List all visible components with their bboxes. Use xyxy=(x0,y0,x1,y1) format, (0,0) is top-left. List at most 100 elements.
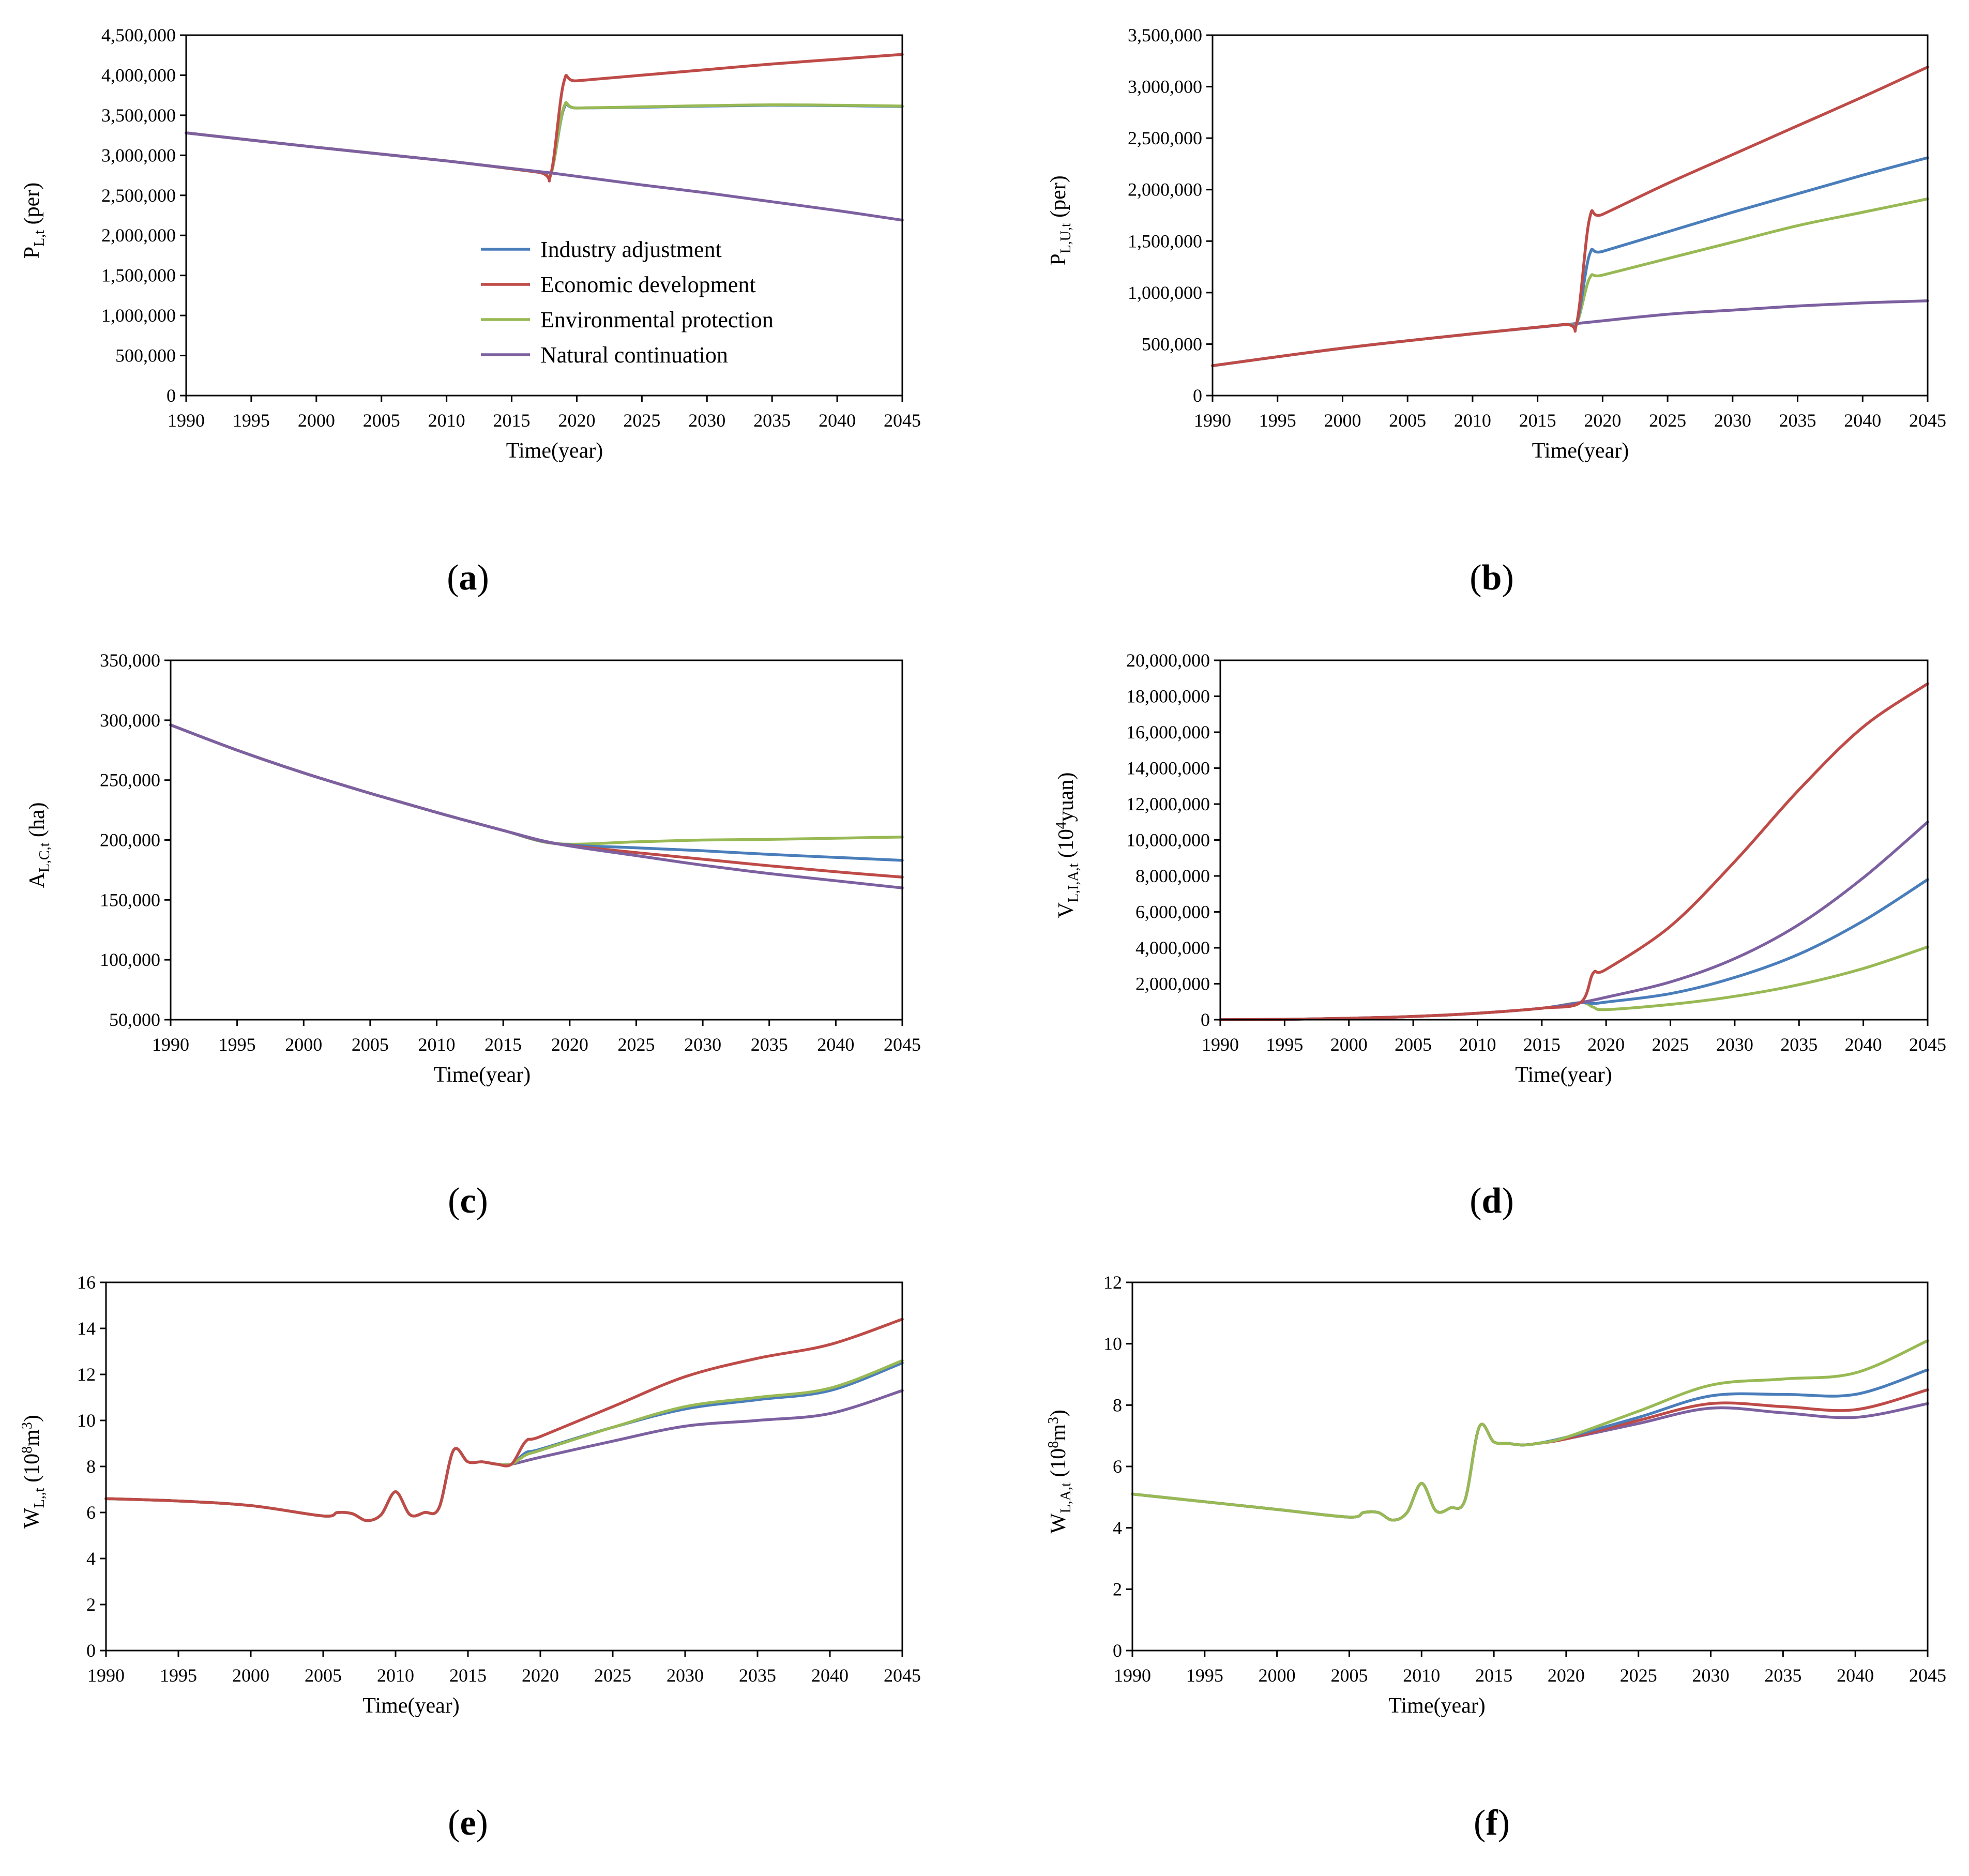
series-group xyxy=(169,723,904,889)
y-tick-label: 16 xyxy=(77,1272,96,1293)
x-tick-label: 2015 xyxy=(484,1034,522,1055)
y-tick-label: 4 xyxy=(1113,1518,1122,1538)
y-axis-label: VL,I,A,t (104yuan) xyxy=(1053,773,1082,918)
x-tick-label: 1995 xyxy=(233,410,270,431)
series-line-natural-continuation xyxy=(1131,1402,1929,1522)
series-line-industry-adjustment xyxy=(104,1361,904,1522)
y-tick-label: 12 xyxy=(1103,1272,1122,1293)
series-group xyxy=(104,1318,904,1522)
x-axis-label: Time(year) xyxy=(1515,1063,1612,1087)
series-line-economic-development xyxy=(185,53,904,183)
legend-label: Economic development xyxy=(540,272,756,297)
y-tick-label: 2 xyxy=(86,1594,96,1615)
y-tick-label: 6 xyxy=(1113,1456,1122,1477)
x-tick-label: 2015 xyxy=(449,1665,487,1686)
series-line-natural-continuation xyxy=(1219,821,1929,1021)
x-tick-label: 2015 xyxy=(1523,1034,1561,1055)
plot-frame xyxy=(1211,34,1929,397)
x-tick-label: 2025 xyxy=(594,1665,631,1686)
legend: Industry adjustment Economic development E… xyxy=(481,237,774,368)
x-tick-label: 2035 xyxy=(753,410,791,431)
x-tick-label: 1995 xyxy=(219,1034,256,1055)
panel-label: (d) xyxy=(1470,1181,1514,1221)
x-tick-label: 1995 xyxy=(1186,1665,1223,1686)
x-tick-label: 2045 xyxy=(884,410,921,431)
x-tick-label: 2040 xyxy=(1844,410,1881,431)
y-tick-label: 3,000,000 xyxy=(101,145,176,165)
panel-label: (c) xyxy=(448,1181,488,1221)
x-tick-label: 2000 xyxy=(1324,410,1361,431)
series-line-industry-adjustment xyxy=(185,102,904,181)
x-tick-label: 2010 xyxy=(428,410,465,431)
series-line-environmental-protection xyxy=(104,1359,904,1522)
panel-label: (f) xyxy=(1474,1803,1510,1843)
y-tick-label: 0 xyxy=(1193,385,1202,406)
y-tick-label: 2,000,000 xyxy=(1135,974,1210,994)
series-line-economic-development xyxy=(104,1318,904,1522)
x-tick-label: 2000 xyxy=(232,1665,269,1686)
x-tick-label: 2015 xyxy=(1519,410,1556,431)
y-tick-label: 1,500,000 xyxy=(101,265,176,286)
plot-frame xyxy=(1131,1281,1929,1652)
series-line-environmental-protection xyxy=(1131,1339,1929,1522)
x-tick-label: 2040 xyxy=(811,1665,849,1686)
x-tick-label: 2010 xyxy=(1454,410,1491,431)
x-tick-label: 2005 xyxy=(1330,1665,1368,1686)
y-tick-label: 16,000,000 xyxy=(1126,722,1210,743)
x-tick-label: 2040 xyxy=(1845,1034,1882,1055)
chart-panel-a: 0 500,000 1,000,000 1,500,000 2,000,000 2,500… xyxy=(20,25,921,598)
x-tick-label: 1990 xyxy=(87,1665,125,1686)
x-tick-label: 2020 xyxy=(1584,410,1621,431)
x-axis-label: Time(year) xyxy=(1532,439,1629,463)
y-tick-label: 10 xyxy=(77,1410,96,1431)
x-tick-label: 2035 xyxy=(1780,1034,1817,1055)
x-tick-label: 2025 xyxy=(1620,1665,1657,1686)
x-tick-label: 2020 xyxy=(1548,1665,1585,1686)
x-tick-label: 1995 xyxy=(1266,1034,1303,1055)
y-tick-label: 8 xyxy=(86,1456,96,1477)
y-tick-label: 1,000,000 xyxy=(1128,282,1202,303)
y-axis-label: WL,A,t (108m3) xyxy=(1046,1410,1074,1534)
y-tick-label: 350,000 xyxy=(100,650,160,671)
series-group xyxy=(1211,65,1929,367)
y-tick-label: 10 xyxy=(1103,1334,1122,1354)
panel-label: (e) xyxy=(448,1803,488,1843)
y-tick-label: 0 xyxy=(1201,1009,1210,1030)
x-tick-label: 2030 xyxy=(667,1665,704,1686)
x-tick-label: 1990 xyxy=(1202,1034,1239,1055)
y-tick-label: 1,000,000 xyxy=(101,305,176,326)
y-tick-label: 2,000,000 xyxy=(1128,179,1202,200)
y-tick-label: 500,000 xyxy=(115,345,176,366)
y-tick-label: 0 xyxy=(1113,1640,1122,1661)
y-tick-label: 18,000,000 xyxy=(1126,686,1210,707)
x-tick-label: 2030 xyxy=(1692,1665,1730,1686)
y-tick-label: 500,000 xyxy=(1142,334,1202,354)
x-tick-label: 2035 xyxy=(751,1034,788,1055)
x-axis-label: Time(year) xyxy=(434,1063,531,1087)
x-tick-label: 2015 xyxy=(1475,1665,1512,1686)
series-line-environmental-protection xyxy=(185,101,904,181)
x-tick-label: 1990 xyxy=(1194,410,1231,431)
legend-label: Industry adjustment xyxy=(540,237,722,262)
y-tick-label: 50,000 xyxy=(109,1009,160,1030)
series-line-natural-continuation xyxy=(185,131,904,222)
x-tick-label: 2030 xyxy=(684,1034,721,1055)
x-tick-label: 2030 xyxy=(1714,410,1751,431)
y-tick-label: 3,000,000 xyxy=(1128,77,1202,97)
x-tick-label: 2000 xyxy=(1330,1034,1368,1055)
series-group xyxy=(185,53,904,222)
x-tick-label: 1995 xyxy=(1259,410,1296,431)
y-tick-label: 12,000,000 xyxy=(1126,794,1210,814)
x-tick-label: 2025 xyxy=(617,1034,655,1055)
x-axis-label: Time(year) xyxy=(1388,1694,1485,1718)
chart-panel-e: 0 2 4 6 8 10 12 14 16 1990 1995 2000 2005 2010 2015 202… xyxy=(19,1272,921,1843)
panel-label: (a) xyxy=(447,558,489,598)
y-tick-label: 10,000,000 xyxy=(1126,830,1210,851)
x-tick-label: 2010 xyxy=(377,1665,414,1686)
x-tick-label: 2020 xyxy=(551,1034,588,1055)
y-tick-label: 8 xyxy=(1113,1395,1122,1415)
y-tick-label: 250,000 xyxy=(100,770,160,791)
x-tick-label: 2010 xyxy=(418,1034,456,1055)
y-tick-label: 200,000 xyxy=(100,830,160,851)
x-tick-label: 2045 xyxy=(1909,410,1946,431)
